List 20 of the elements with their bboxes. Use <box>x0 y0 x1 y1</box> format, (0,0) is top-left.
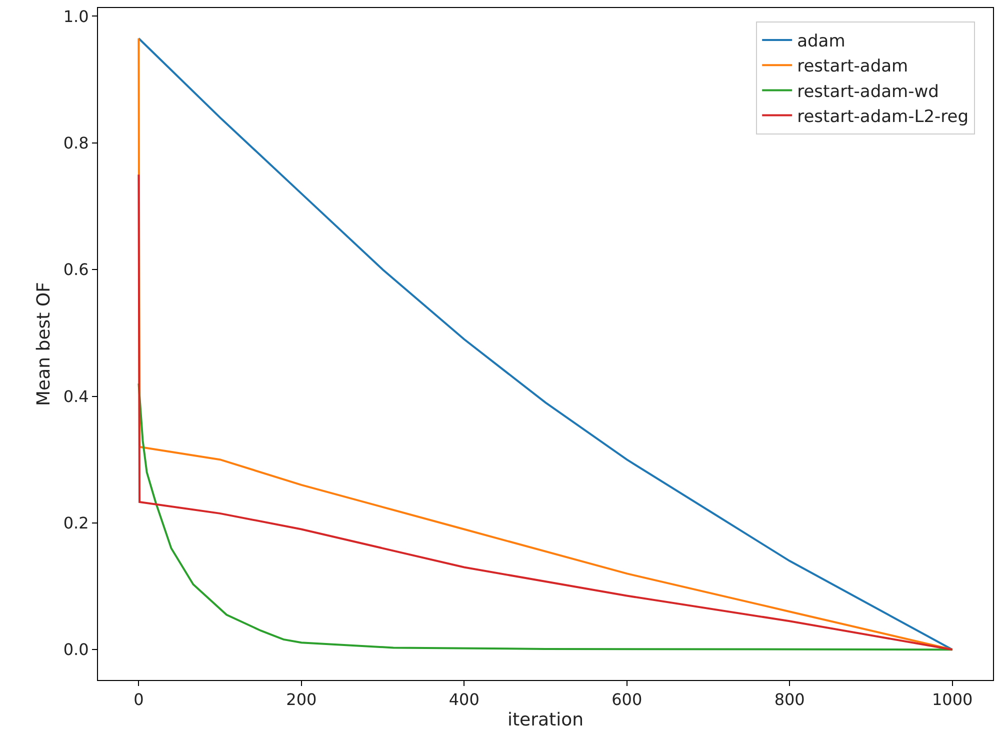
x-tick-label: 400 <box>448 690 480 710</box>
x-tick-label: 1000 <box>932 690 973 710</box>
legend-label: adam <box>797 32 846 52</box>
y-tick-label: 0.4 <box>63 386 89 406</box>
line-series <box>138 382 954 651</box>
y-axis-title: Mean best OF <box>34 282 55 406</box>
y-tick-label: 0.0 <box>63 640 89 660</box>
x-tick-label: 0 <box>134 690 144 710</box>
legend-label: restart-adam-L2-reg <box>797 106 969 127</box>
legend-label: restart-adam-wd <box>797 82 939 102</box>
legend-label: restart-adam <box>797 56 908 77</box>
line-series <box>138 174 954 651</box>
y-tick-label: 1.0 <box>63 6 89 26</box>
x-tick-label: 600 <box>612 690 642 710</box>
y-tick-label: 0.6 <box>63 260 89 280</box>
y-tick-label: 0.2 <box>63 514 89 533</box>
y-tick-label: 0.8 <box>63 134 89 153</box>
x-tick-label: 800 <box>774 690 805 710</box>
x-tick-label: 200 <box>286 690 317 710</box>
x-axis-title: iteration <box>507 709 584 730</box>
